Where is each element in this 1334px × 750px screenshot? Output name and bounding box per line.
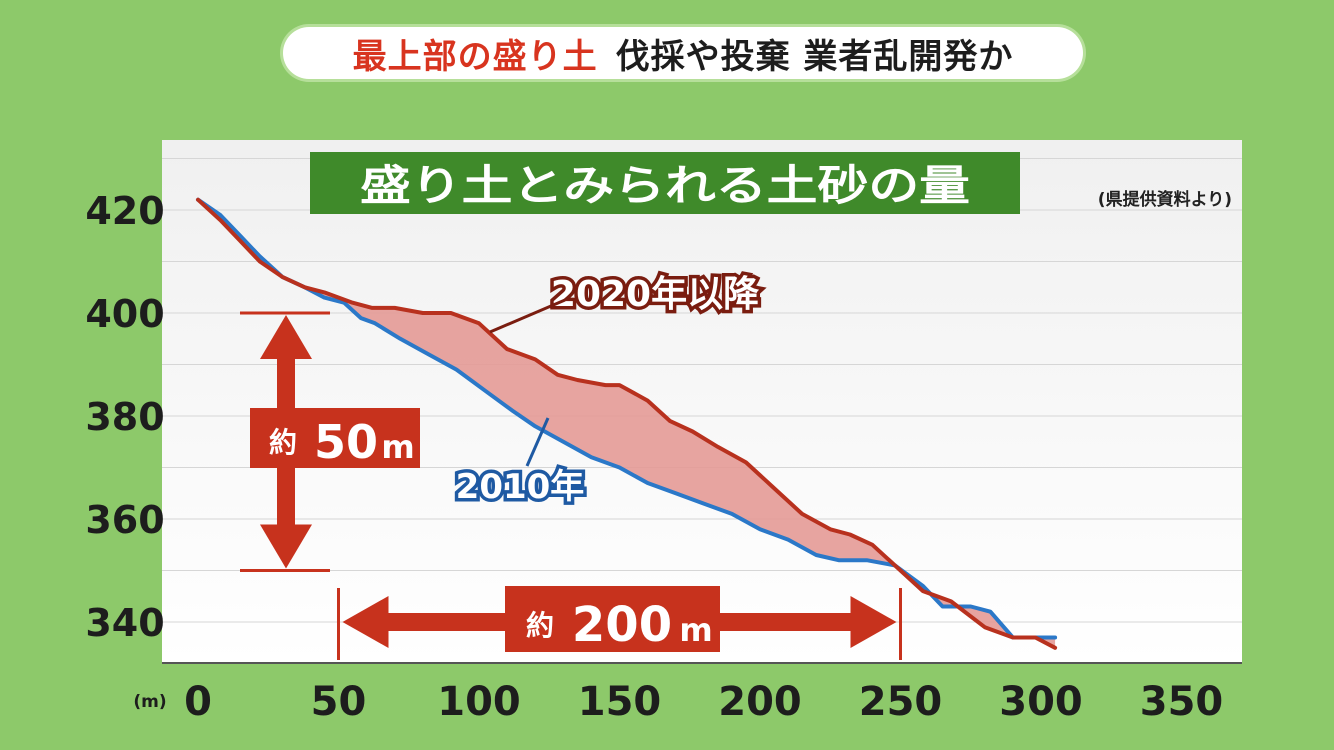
x-tick-label: 50 xyxy=(311,679,367,725)
plot-area xyxy=(162,140,1242,663)
headline-highlight: 最上部の盛り土 xyxy=(352,36,598,77)
y-tick-label: 400 xyxy=(85,292,164,336)
series-label-2020: 2020年以降 xyxy=(551,274,759,315)
width-arrow-head-right xyxy=(850,596,897,648)
series-line xyxy=(196,197,1058,650)
y-tick-label: 380 xyxy=(85,395,164,439)
headline-banner: 最上部の盛り土 伐採や投棄 業者乱開発か xyxy=(283,27,1083,79)
series-label-2010: 2010年 xyxy=(456,467,585,507)
x-tick-label: 250 xyxy=(859,679,943,725)
x-tick-label: 200 xyxy=(718,679,802,725)
leader-line-2020 xyxy=(489,298,566,334)
height-arrow-head-down xyxy=(260,524,312,569)
x-tick-label: 150 xyxy=(578,679,662,725)
width-label-value: 200 xyxy=(572,597,672,653)
series-line xyxy=(196,197,1058,640)
height-label-unit: m xyxy=(381,428,414,466)
leader-line-2010 xyxy=(525,417,550,467)
axis-ticks: 0 50 100 150 200 250 300 350 420 400 380 360 340 xyxy=(85,189,1223,725)
y-tick-label: 420 xyxy=(85,189,164,233)
height-arrow-head-up xyxy=(260,315,312,359)
x-tick-label: 100 xyxy=(437,679,521,725)
height-label-box xyxy=(250,408,420,468)
x-unit-label: (m) xyxy=(133,692,166,712)
series-lines xyxy=(196,197,1058,650)
x-tick-label: 0 xyxy=(184,679,212,725)
x-tick-label: 300 xyxy=(999,679,1083,725)
height-label-prefix: 約 xyxy=(269,426,297,459)
y-tick-label: 360 xyxy=(85,498,164,542)
y-tick-label: 340 xyxy=(85,601,164,645)
chart-title-box xyxy=(310,152,1020,214)
width-label-unit: m xyxy=(679,611,712,649)
source-note: (県提供資料より) xyxy=(1098,189,1232,210)
headline-text: 伐採や投棄 業者乱開発か xyxy=(615,36,1014,77)
width-label-prefix: 約 xyxy=(526,609,554,642)
width-arrow-head-left xyxy=(342,596,389,648)
chart-title: 盛り土とみられる土砂の量 xyxy=(360,161,970,210)
height-label-value: 50 xyxy=(314,415,378,469)
width-label-box xyxy=(505,586,720,652)
x-tick-label: 350 xyxy=(1140,679,1224,725)
